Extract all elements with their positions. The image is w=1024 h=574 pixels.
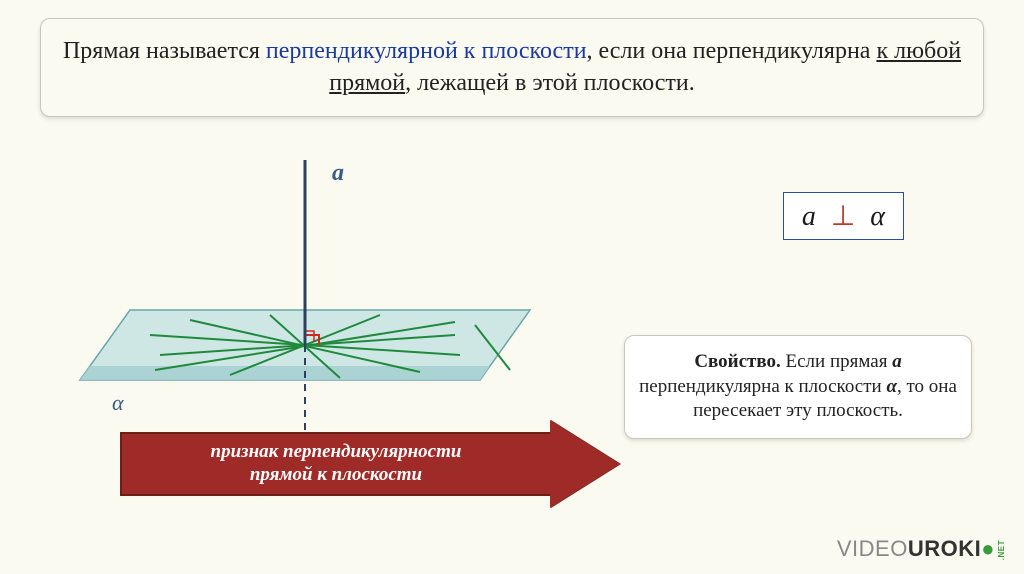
definition-card: Прямая называется перпендикулярной к пло… [40, 18, 984, 117]
prop-t2: перпендикулярна к плоскости [639, 376, 886, 397]
perp-formula-box: a ⊥ α [783, 192, 904, 240]
label-a: a [332, 160, 344, 187]
def-pre: Прямая называется [63, 38, 266, 64]
prop-t1: Если прямая [781, 351, 892, 372]
wm-net: .NET [997, 540, 1006, 560]
wm-p1: VIDEO [837, 536, 908, 561]
watermark: VIDEOUROKI●.NET [837, 536, 1006, 562]
prop-var-a: a [892, 351, 902, 372]
def-mid: , если она перпендикулярна [587, 38, 877, 64]
arrow-text: признак перпендикулярности прямой к плос… [211, 441, 462, 487]
arrow-banner: признак перпендикулярности прямой к плос… [120, 432, 620, 496]
arrow-line1: признак перпендикулярности [211, 441, 462, 462]
property-card: Свойство. Если прямая a перпендикулярна … [624, 335, 972, 439]
wm-dot-icon: ● [981, 536, 995, 561]
def-post: , лежащей в этой плоскости. [405, 70, 695, 96]
perp-symbol: ⊥ [831, 201, 855, 232]
arrow-line2: прямой к плоскости [250, 464, 422, 485]
label-alpha: α [112, 390, 124, 416]
arrow-head-icon [550, 420, 620, 508]
def-hl1: перпендикулярной к плоскости [266, 38, 587, 64]
perp-rhs: α [870, 201, 885, 232]
wm-p2: UROKI [908, 536, 981, 561]
prop-lead: Свойство. [694, 351, 780, 372]
perp-lhs: a [802, 201, 816, 232]
arrow-body: признак перпендикулярности прямой к плос… [120, 432, 550, 496]
prop-var-alpha: α [886, 376, 897, 397]
